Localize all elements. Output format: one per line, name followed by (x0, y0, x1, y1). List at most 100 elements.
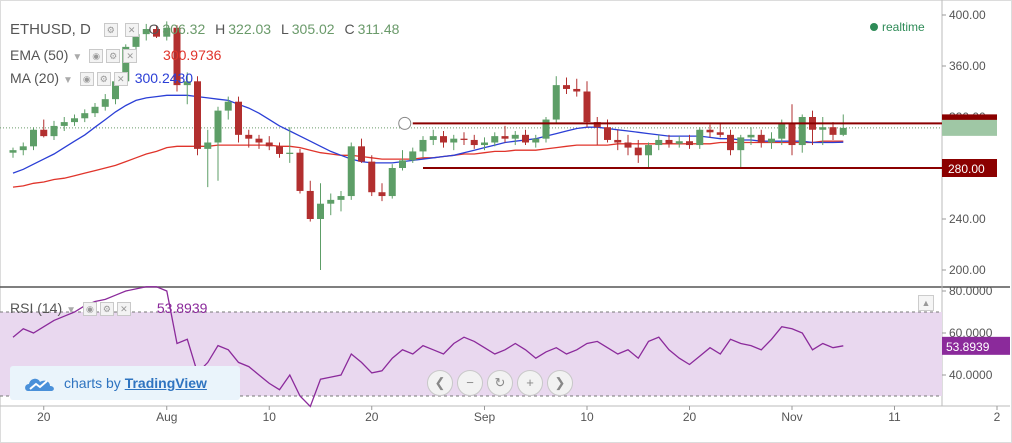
branding-text: charts by TradingView (64, 375, 207, 391)
visibility-icon[interactable]: ◉ (79, 72, 94, 87)
candle-body (40, 129, 48, 137)
time-tick-label: 2 (994, 410, 1001, 424)
candle-body (429, 136, 437, 140)
chevron-down-icon[interactable]: ▼ (66, 305, 77, 316)
time-tick-label: Sep (474, 410, 496, 424)
candle-body (573, 88, 581, 92)
time-tick-label: 20 (365, 410, 379, 424)
chart-navigation: ❮ − ↻ + ❯ (427, 370, 577, 398)
close-label: C (344, 21, 355, 37)
status-dot-icon (870, 23, 878, 31)
candle-body (593, 122, 601, 128)
candle-body (624, 142, 632, 148)
candle-body (183, 81, 191, 86)
ema-line (12, 140, 844, 188)
candle-body (173, 27, 181, 86)
time-tick-label: Nov (781, 410, 802, 424)
candle-body (706, 129, 714, 133)
time-tick-label: Aug (156, 410, 177, 424)
branding-link[interactable]: TradingView (124, 375, 207, 391)
candle-body (306, 190, 314, 219)
candle-body (132, 34, 140, 47)
candle-body (696, 129, 704, 146)
candle-body (81, 113, 89, 119)
candle-body (583, 91, 591, 123)
close-icon[interactable]: ✕ (116, 302, 131, 317)
ma-line (12, 94, 844, 174)
candle-body (112, 81, 119, 100)
ema-legend: EMA (50) ▼ ◉ ⚙ ✕ 300.9736 (10, 47, 222, 64)
candle-body (645, 145, 652, 156)
candle-body (60, 122, 68, 126)
candle-body (163, 27, 171, 37)
candle-body (378, 192, 386, 197)
candle-body (30, 129, 37, 147)
candle-body (419, 139, 427, 152)
candle-body (491, 136, 499, 143)
settings-icon[interactable]: ⚙ (103, 23, 118, 38)
candle-body (747, 134, 755, 138)
symbol-title: ETHUSD, D (10, 21, 91, 38)
candle-body (768, 138, 775, 143)
candle-body (522, 134, 529, 143)
candle-body (450, 138, 458, 143)
scroll-back-button[interactable]: ❮ (427, 370, 453, 396)
candle-body (327, 199, 335, 204)
tradingview-branding[interactable]: charts by TradingView (10, 366, 240, 400)
chevron-down-icon[interactable]: ▼ (72, 52, 83, 63)
zoom-out-button[interactable]: − (457, 370, 483, 396)
candle-body (829, 127, 837, 135)
low-label: L (280, 21, 289, 37)
branding-prefix: charts by (64, 375, 121, 391)
candle-body (716, 132, 724, 135)
candle-body (686, 141, 693, 146)
candle-body (194, 81, 201, 149)
candle-body (675, 141, 683, 144)
candle-body (819, 127, 827, 130)
rsi-value: 53.8939 (156, 300, 208, 316)
candle-body (286, 152, 294, 154)
candle-body (399, 160, 406, 168)
rsi-tick-label: 40.0000 (949, 368, 993, 382)
rsi-tick-label: 80.0000 (949, 284, 993, 298)
close-icon[interactable]: ✕ (113, 72, 128, 87)
settings-icon[interactable]: ⚙ (96, 72, 111, 87)
maximize-pane-icon[interactable]: ▲ (918, 295, 934, 311)
rsi-line (12, 286, 844, 408)
candle-body (317, 203, 324, 219)
rsi-legend: RSI (14) ▼ ◉ ⚙ ✕ 53.8939 (10, 300, 208, 317)
close-icon[interactable]: ✕ (124, 23, 139, 38)
candle-body (235, 101, 242, 135)
ema-value: 300.9736 (163, 47, 222, 63)
candle-body (798, 117, 806, 146)
reset-chart-button[interactable]: ↻ (487, 370, 513, 396)
low-value: 305.02 (291, 21, 335, 37)
ema-label: EMA (50) (10, 47, 69, 63)
candle-body (634, 147, 642, 156)
rsi-value-tag-label: 53.8939 (946, 340, 990, 354)
zoom-in-button[interactable]: + (517, 370, 543, 396)
candle-body (737, 137, 745, 151)
candle-body (265, 142, 273, 147)
time-tick-label: 20 (37, 410, 51, 424)
candle-body (296, 152, 304, 191)
scroll-forward-button[interactable]: ❯ (547, 370, 573, 396)
chevron-down-icon[interactable]: ▼ (63, 75, 73, 86)
price-tick-label: 240.00 (949, 212, 986, 226)
candle-body (368, 161, 376, 193)
settings-icon[interactable]: ⚙ (99, 302, 114, 317)
drawing-handle[interactable] (398, 116, 412, 130)
candle-body (757, 134, 765, 143)
candle-body (204, 142, 212, 149)
settings-icon[interactable]: ⚙ (106, 49, 121, 64)
time-tick-label: 10 (580, 410, 594, 424)
candle-body (71, 118, 78, 123)
candle-body (388, 168, 396, 197)
visibility-icon[interactable]: ◉ (82, 302, 97, 317)
visibility-icon[interactable]: ◉ (89, 49, 104, 64)
price-tick-label: 360.00 (949, 59, 986, 73)
high-value: 322.03 (228, 21, 272, 37)
candle-body (470, 139, 478, 146)
close-icon[interactable]: ✕ (123, 49, 138, 64)
candle-body (614, 139, 622, 143)
